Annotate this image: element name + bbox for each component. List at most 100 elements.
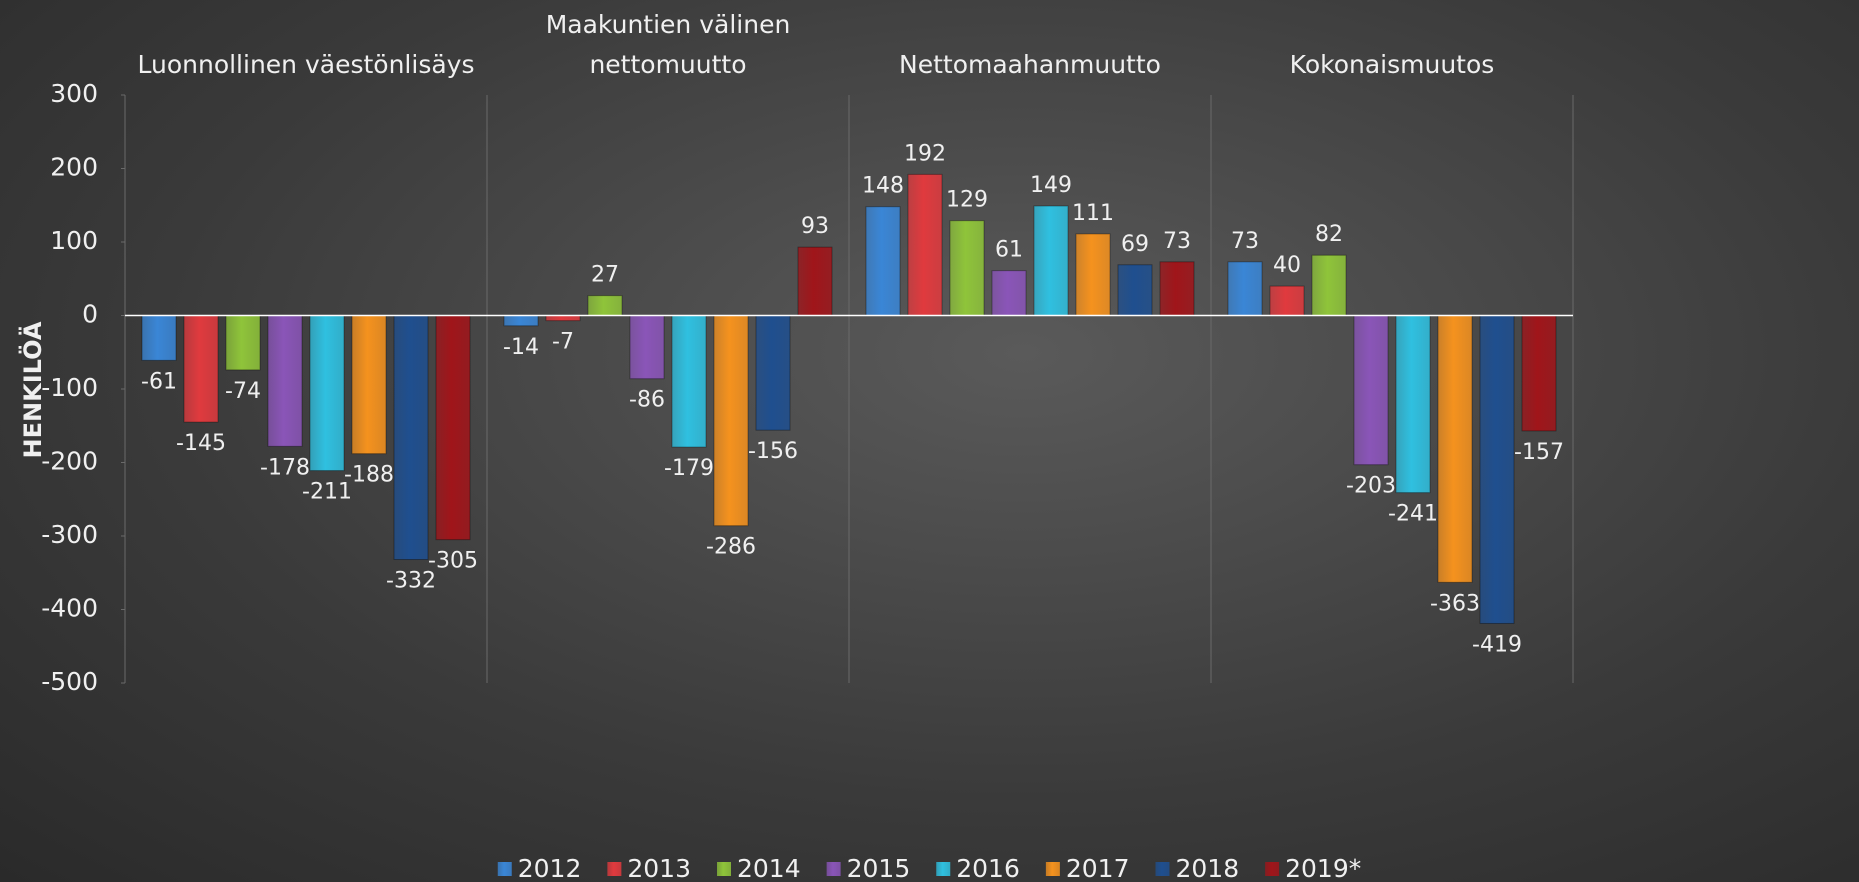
legend-label: 2019*: [1285, 854, 1361, 882]
legend-swatch: [1045, 862, 1060, 876]
legend-label: 2017: [1066, 854, 1130, 882]
bar: [629, 315, 665, 380]
value-label: -305: [428, 549, 478, 574]
legend-item: 2016: [936, 854, 1020, 882]
value-label: -241: [1388, 502, 1438, 527]
legend-swatch: [607, 862, 622, 876]
y-tick-label: -200: [41, 447, 98, 476]
bar: [267, 315, 303, 447]
bar: [1479, 315, 1515, 624]
value-label: -286: [706, 535, 756, 560]
bar: [865, 206, 901, 316]
value-label: 73: [1231, 229, 1259, 254]
bar: [991, 270, 1027, 317]
y-tick-label: 100: [50, 226, 98, 255]
value-label: -188: [344, 463, 394, 488]
legend-label: 2015: [847, 854, 911, 882]
legend-label: 2018: [1176, 854, 1240, 882]
bar: [1311, 254, 1347, 316]
legend-label: 2014: [737, 854, 801, 882]
bar: [1075, 233, 1111, 316]
value-label: -419: [1472, 632, 1522, 657]
bar: [587, 295, 623, 316]
y-tick-label: -300: [41, 520, 98, 549]
bar: [949, 220, 985, 316]
y-axis-label: HENKILÖÄ: [17, 321, 47, 458]
value-label: 129: [946, 188, 988, 213]
legend-item: 2014: [717, 854, 801, 882]
value-label: 69: [1121, 232, 1149, 257]
y-tick-label: -100: [41, 373, 98, 402]
y-tick-label: -400: [41, 594, 98, 623]
legend-swatch: [1155, 862, 1170, 876]
legend-item: 2013: [607, 854, 691, 882]
category-label: Maakuntien välinen nettomuutto: [546, 10, 791, 79]
value-label: -203: [1346, 474, 1396, 499]
bar: [435, 315, 471, 541]
legend-item: 2012: [497, 854, 582, 882]
bar: [1033, 205, 1069, 316]
bar: [755, 315, 791, 431]
y-tick-label: 200: [50, 153, 98, 182]
legend-label: 2012: [518, 854, 582, 882]
legend-swatch: [826, 862, 841, 876]
bar: [351, 315, 387, 455]
bar: [183, 315, 219, 423]
bar: [1437, 315, 1473, 583]
legend-item: 2017: [1045, 854, 1130, 882]
value-label: -86: [629, 388, 665, 413]
category-label-line: Maakuntien välinen: [546, 10, 791, 39]
bar: [713, 315, 749, 527]
legend-item: 2019*: [1265, 854, 1361, 882]
value-label: -14: [503, 335, 539, 360]
value-label: -179: [664, 456, 714, 481]
bar: [393, 315, 429, 561]
value-label: -211: [302, 480, 352, 505]
y-tick-label: 0: [82, 300, 98, 329]
value-label: 27: [591, 263, 619, 288]
value-label: -61: [141, 369, 177, 394]
bar: [1521, 315, 1557, 432]
category-label: Kokonaismuutos: [1290, 50, 1495, 79]
bar: [545, 315, 581, 322]
value-label: 82: [1315, 222, 1343, 247]
value-label: 40: [1273, 253, 1301, 278]
legend-item: 2015: [826, 854, 911, 882]
legend-label: 2016: [956, 854, 1020, 882]
bar: [671, 315, 707, 448]
legend-swatch: [717, 862, 731, 876]
bar: [1159, 261, 1195, 316]
value-label: 148: [862, 174, 904, 199]
value-label: -178: [260, 455, 310, 480]
bar: [797, 246, 833, 317]
bar: [141, 315, 177, 361]
value-label: 93: [801, 214, 829, 239]
bar: [225, 315, 261, 371]
bar: [907, 173, 943, 316]
value-label: -157: [1514, 440, 1564, 465]
value-label: 73: [1163, 229, 1191, 254]
bar: [1269, 285, 1305, 317]
category-label: Luonnollinen väestönlisäys: [138, 50, 475, 79]
value-label: -332: [386, 569, 436, 594]
value-label: -363: [1430, 591, 1480, 616]
bar: [1353, 315, 1389, 466]
value-label: -7: [552, 330, 574, 355]
legend-swatch: [497, 862, 512, 876]
legend-item: 2018: [1155, 854, 1240, 882]
bar: [1395, 315, 1431, 494]
bar: [1227, 261, 1263, 316]
category-label: Nettomaahanmuutto: [899, 50, 1161, 79]
value-label: 61: [995, 238, 1023, 263]
value-label: 192: [904, 141, 946, 166]
bar: [1117, 264, 1153, 317]
legend-swatch: [936, 862, 951, 876]
value-label: 111: [1072, 201, 1114, 226]
category-label-line: nettomuutto: [589, 50, 746, 79]
value-label: -145: [176, 431, 226, 456]
bar: [309, 315, 345, 472]
value-label: -74: [225, 379, 261, 404]
legend-swatch: [1265, 862, 1280, 876]
